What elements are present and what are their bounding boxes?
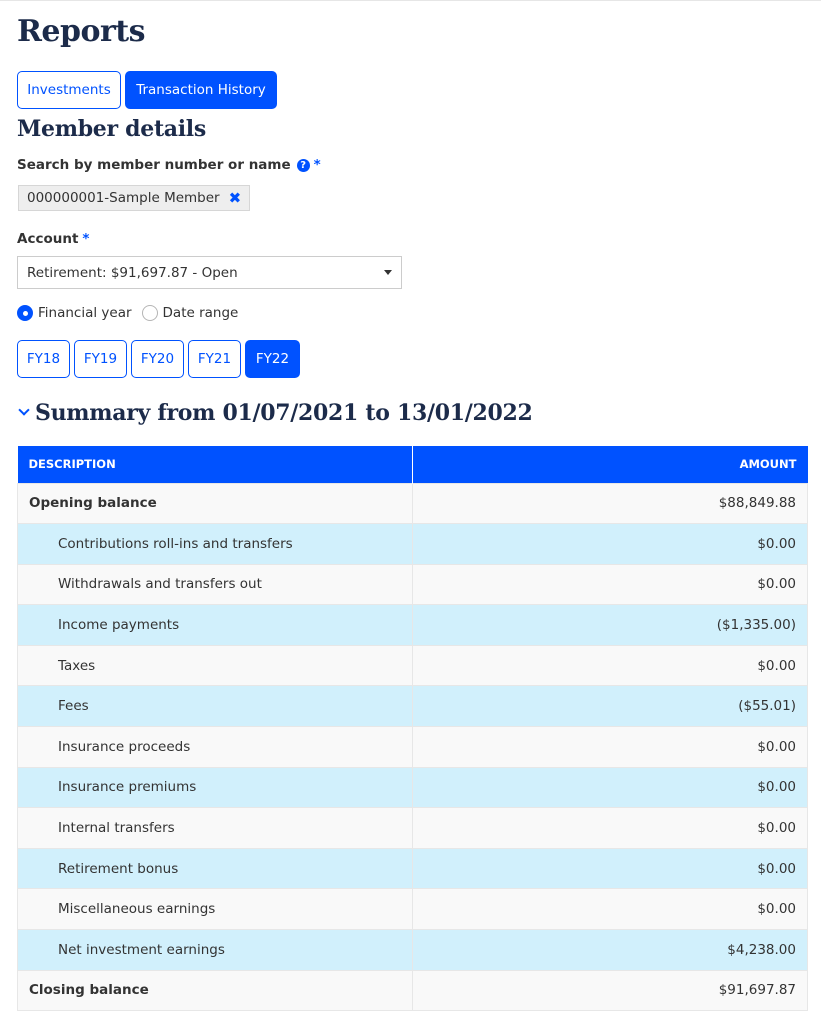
table-row: Withdrawals and transfers out $0.00 — [17, 563, 808, 605]
summary-heading[interactable]: Summary from 01/07/2021 to 13/01/2022 — [17, 400, 533, 426]
report-tabs: Investments Transaction History — [17, 71, 277, 109]
top-divider — [0, 0, 821, 1]
row-description: Fees — [17, 685, 413, 727]
selected-member-text: 000000001-Sample Member — [27, 190, 220, 206]
table-row: Insurance proceeds $0.00 — [17, 726, 808, 768]
row-amount: $0.00 — [412, 807, 808, 849]
table-row-opening-balance: Opening balance $88,849.88 — [17, 482, 808, 524]
table-row: Contributions roll-ins and transfers $0.… — [17, 523, 808, 565]
table-row: Fees ($55.01) — [17, 685, 808, 727]
required-marker: * — [313, 157, 321, 173]
account-select-value: Retirement: $91,697.87 - Open — [27, 264, 238, 281]
account-select[interactable]: Retirement: $91,697.87 - Open — [17, 256, 402, 289]
fy19-button[interactable]: FY19 — [74, 340, 127, 378]
row-description: Insurance premiums — [17, 766, 413, 808]
fy21-button[interactable]: FY21 — [188, 340, 241, 378]
chevron-down-icon[interactable] — [18, 404, 30, 416]
row-amount: $0.00 — [412, 523, 808, 565]
row-description: Closing balance — [17, 969, 413, 1012]
table-row-closing-balance: Closing balance $91,697.87 — [17, 969, 808, 1012]
row-amount: ($55.01) — [412, 685, 808, 727]
search-label-text: Search by member number or name — [17, 157, 291, 173]
row-description: Internal transfers — [17, 807, 413, 849]
table-header: DESCRIPTION AMOUNT — [17, 446, 808, 483]
row-amount: $0.00 — [412, 766, 808, 808]
tab-investments[interactable]: Investments — [17, 71, 121, 109]
row-description: Withdrawals and transfers out — [17, 563, 413, 605]
radio-label: Financial year — [38, 305, 132, 321]
row-amount: $91,697.87 — [412, 969, 808, 1012]
required-marker: * — [82, 231, 90, 247]
table-row: Income payments ($1,335.00) — [17, 604, 808, 646]
radio-label: Date range — [162, 305, 239, 321]
row-description: Opening balance — [17, 482, 413, 524]
row-amount: $0.00 — [412, 888, 808, 930]
radio-financial-year[interactable]: Financial year — [17, 305, 132, 321]
selected-member-chip: 000000001-Sample Member ✖ — [18, 185, 251, 211]
table-row: Net investment earnings $4,238.00 — [17, 929, 808, 971]
row-description: Insurance proceeds — [17, 726, 413, 768]
fy18-button[interactable]: FY18 — [17, 340, 70, 378]
row-amount: ($1,335.00) — [412, 604, 808, 646]
radio-selected-icon — [17, 305, 33, 321]
column-header-description: DESCRIPTION — [17, 446, 413, 483]
row-amount: $0.00 — [412, 563, 808, 605]
help-icon[interactable]: ? — [296, 158, 310, 172]
radio-unselected-icon — [141, 305, 158, 321]
row-amount: $4,238.00 — [412, 929, 808, 971]
row-description: Retirement bonus — [17, 847, 413, 889]
search-label: Search by member number or name ? * — [17, 157, 321, 173]
table-row: Insurance premiums $0.00 — [17, 766, 808, 808]
column-header-amount: AMOUNT — [412, 446, 808, 483]
tab-transaction-history[interactable]: Transaction History — [125, 71, 277, 109]
table-row: Taxes $0.00 — [17, 644, 808, 686]
financial-year-buttons: FY18 FY19 FY20 FY21 FY22 — [17, 340, 300, 378]
row-amount: $0.00 — [412, 726, 808, 768]
table-row: Miscellaneous earnings $0.00 — [17, 888, 808, 930]
radio-date-range[interactable]: Date range — [141, 305, 239, 321]
row-description: Income payments — [17, 604, 413, 646]
row-amount: $0.00 — [412, 644, 808, 686]
row-amount: $88,849.88 — [412, 482, 808, 524]
table-row: Retirement bonus $0.00 — [17, 847, 808, 889]
summary-table: DESCRIPTION AMOUNT Opening balance $88,8… — [17, 446, 808, 1012]
account-label-text: Account — [17, 231, 79, 247]
summary-heading-text: Summary from 01/07/2021 to 13/01/2022 — [35, 400, 533, 426]
page-title: Reports — [17, 14, 146, 49]
table-row: Internal transfers $0.00 — [17, 807, 808, 849]
row-description: Net investment earnings — [17, 929, 413, 971]
remove-member-icon[interactable]: ✖ — [228, 188, 242, 207]
fy22-button[interactable]: FY22 — [245, 340, 300, 378]
row-amount: $0.00 — [412, 847, 808, 889]
period-type-radios: Financial year Date range — [17, 305, 238, 321]
row-description: Taxes — [17, 644, 413, 686]
row-description: Contributions roll-ins and transfers — [17, 523, 413, 565]
member-details-heading: Member details — [17, 116, 206, 142]
row-description: Miscellaneous earnings — [17, 888, 413, 930]
caret-down-icon — [384, 270, 392, 275]
account-label: Account * — [17, 231, 89, 247]
fy20-button[interactable]: FY20 — [131, 340, 184, 378]
